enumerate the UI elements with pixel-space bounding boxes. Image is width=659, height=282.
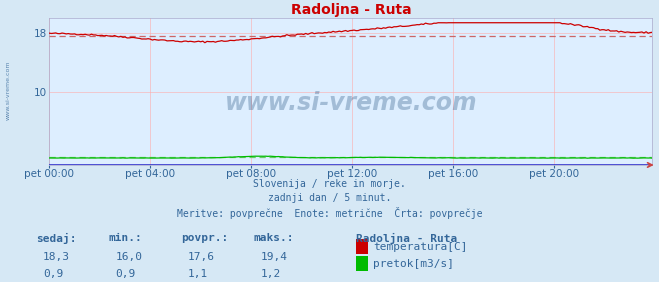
- Text: temperatura[C]: temperatura[C]: [373, 242, 467, 252]
- Text: sedaj:: sedaj:: [36, 233, 76, 244]
- Text: Meritve: povprečne  Enote: metrične  Črta: povprečje: Meritve: povprečne Enote: metrične Črta:…: [177, 207, 482, 219]
- Text: Slovenija / reke in morje.: Slovenija / reke in morje.: [253, 179, 406, 189]
- Text: 1,2: 1,2: [260, 269, 281, 279]
- Text: 1,1: 1,1: [188, 269, 208, 279]
- Text: Radoljna - Ruta: Radoljna - Ruta: [356, 233, 457, 244]
- Text: maks.:: maks.:: [254, 233, 294, 243]
- Text: min.:: min.:: [109, 233, 142, 243]
- Text: pretok[m3/s]: pretok[m3/s]: [373, 259, 454, 269]
- Title: Radoljna - Ruta: Radoljna - Ruta: [291, 3, 411, 17]
- Text: zadnji dan / 5 minut.: zadnji dan / 5 minut.: [268, 193, 391, 203]
- Text: 18,3: 18,3: [43, 252, 70, 262]
- Text: 0,9: 0,9: [43, 269, 63, 279]
- Text: 19,4: 19,4: [260, 252, 287, 262]
- Text: www.si-vreme.com: www.si-vreme.com: [225, 91, 477, 115]
- Text: 16,0: 16,0: [115, 252, 142, 262]
- Text: 0,9: 0,9: [115, 269, 136, 279]
- Text: 17,6: 17,6: [188, 252, 215, 262]
- Text: www.si-vreme.com: www.si-vreme.com: [5, 61, 11, 120]
- Text: povpr.:: povpr.:: [181, 233, 229, 243]
